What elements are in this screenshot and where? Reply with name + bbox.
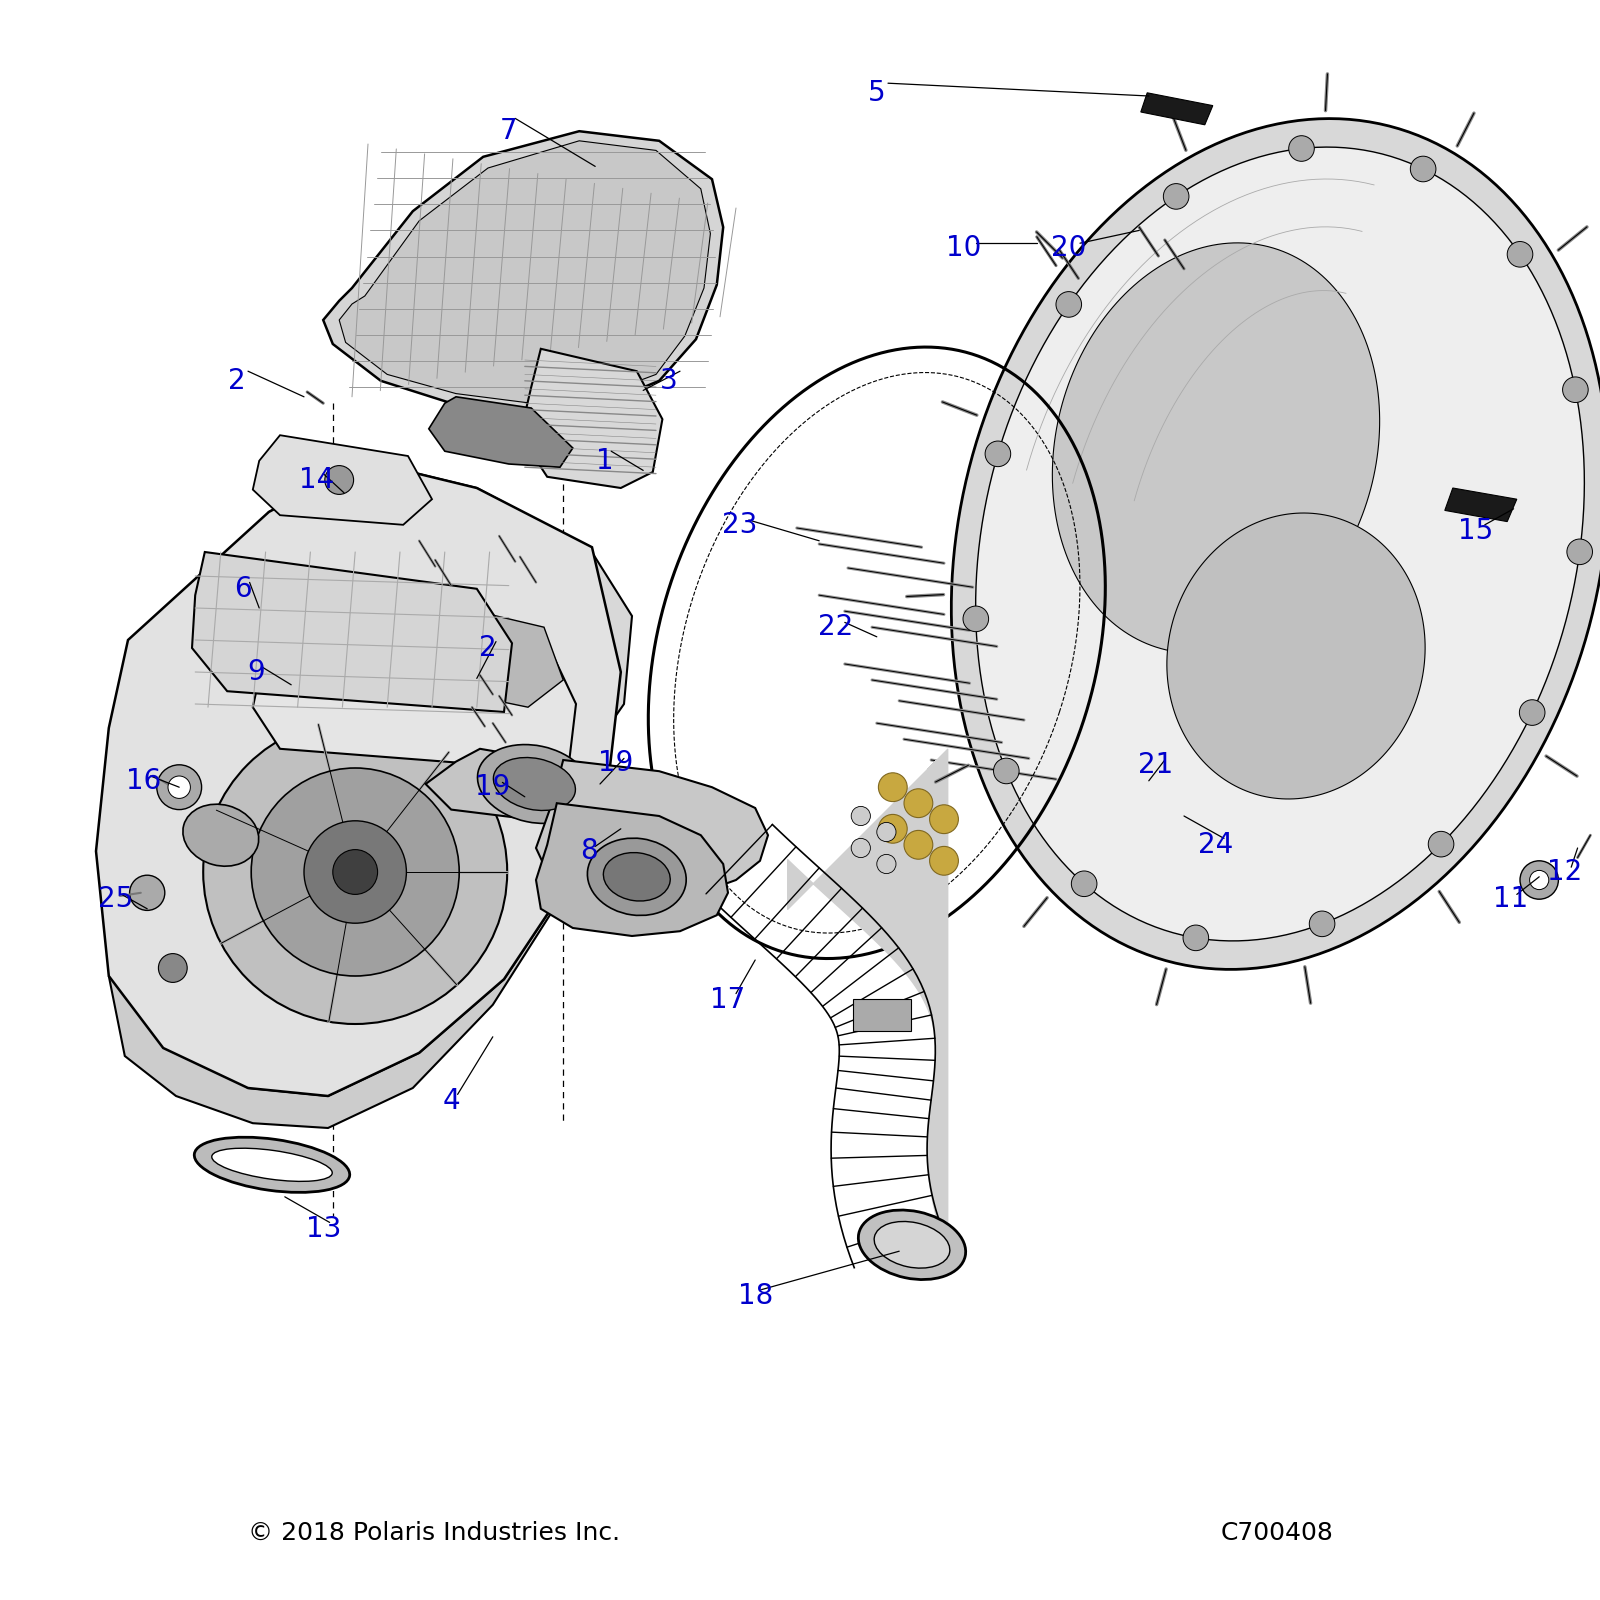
- Ellipse shape: [211, 1149, 333, 1181]
- Polygon shape: [205, 461, 632, 803]
- Circle shape: [904, 830, 933, 859]
- Polygon shape: [1053, 243, 1379, 653]
- Text: 14: 14: [299, 466, 334, 494]
- Circle shape: [878, 814, 907, 843]
- Text: 2: 2: [227, 366, 246, 395]
- Polygon shape: [323, 131, 723, 413]
- Circle shape: [1163, 184, 1189, 210]
- Circle shape: [930, 846, 958, 875]
- Text: 7: 7: [499, 117, 518, 146]
- Circle shape: [878, 773, 907, 802]
- Polygon shape: [408, 600, 563, 707]
- Circle shape: [986, 442, 1011, 467]
- Circle shape: [851, 806, 870, 826]
- Text: 8: 8: [579, 837, 598, 866]
- Text: 12: 12: [1547, 858, 1582, 886]
- Circle shape: [1288, 136, 1314, 162]
- Polygon shape: [253, 605, 576, 771]
- Ellipse shape: [603, 853, 670, 901]
- Text: 20: 20: [1051, 234, 1086, 262]
- Polygon shape: [520, 349, 662, 488]
- Bar: [853, 998, 910, 1030]
- Circle shape: [851, 838, 870, 858]
- Polygon shape: [192, 552, 512, 712]
- Text: © 2018 Polaris Industries Inc.: © 2018 Polaris Industries Inc.: [248, 1520, 621, 1546]
- Text: 2: 2: [478, 634, 498, 662]
- Circle shape: [168, 776, 190, 798]
- Polygon shape: [429, 397, 573, 467]
- Text: 25: 25: [98, 885, 133, 914]
- Circle shape: [1182, 925, 1208, 950]
- Polygon shape: [976, 147, 1584, 941]
- Text: 6: 6: [234, 574, 253, 603]
- Text: 17: 17: [710, 986, 746, 1014]
- Circle shape: [1429, 832, 1454, 858]
- Circle shape: [1507, 242, 1533, 267]
- Ellipse shape: [477, 744, 592, 824]
- Ellipse shape: [858, 1210, 966, 1280]
- Circle shape: [877, 854, 896, 874]
- Circle shape: [158, 954, 187, 982]
- Text: 19: 19: [598, 749, 634, 778]
- Ellipse shape: [493, 757, 576, 811]
- Circle shape: [1056, 291, 1082, 317]
- Text: 15: 15: [1458, 517, 1493, 546]
- Text: 18: 18: [738, 1282, 773, 1310]
- Ellipse shape: [874, 1221, 950, 1269]
- Circle shape: [157, 765, 202, 810]
- Text: 1: 1: [595, 446, 614, 475]
- Text: C700408: C700408: [1221, 1520, 1333, 1546]
- Text: 21: 21: [1138, 750, 1173, 779]
- Text: 23: 23: [722, 510, 757, 539]
- Polygon shape: [536, 760, 768, 896]
- Text: 13: 13: [306, 1214, 341, 1243]
- Text: 5: 5: [867, 78, 886, 107]
- Polygon shape: [96, 461, 621, 1096]
- Polygon shape: [1445, 488, 1517, 522]
- Circle shape: [130, 875, 165, 910]
- Polygon shape: [426, 749, 621, 824]
- Polygon shape: [253, 435, 432, 525]
- Circle shape: [877, 822, 896, 842]
- Circle shape: [963, 606, 989, 632]
- Text: 10: 10: [946, 234, 981, 262]
- Polygon shape: [536, 803, 728, 936]
- Text: 3: 3: [659, 366, 678, 395]
- Circle shape: [1520, 861, 1558, 899]
- Circle shape: [994, 758, 1019, 784]
- Circle shape: [1309, 910, 1334, 936]
- Circle shape: [1520, 699, 1546, 725]
- Ellipse shape: [182, 805, 259, 866]
- Text: 9: 9: [246, 658, 266, 686]
- Text: 11: 11: [1493, 885, 1528, 914]
- Circle shape: [904, 789, 933, 818]
- Polygon shape: [339, 141, 710, 403]
- Text: 24: 24: [1198, 830, 1234, 859]
- Polygon shape: [1166, 514, 1426, 798]
- Circle shape: [1566, 539, 1592, 565]
- Circle shape: [325, 466, 354, 494]
- Polygon shape: [1141, 93, 1213, 125]
- Ellipse shape: [194, 1138, 350, 1192]
- Circle shape: [1410, 157, 1435, 182]
- Circle shape: [1563, 378, 1589, 403]
- Circle shape: [1072, 870, 1098, 896]
- Text: 16: 16: [126, 766, 162, 795]
- Polygon shape: [952, 118, 1600, 970]
- Ellipse shape: [587, 838, 686, 915]
- Polygon shape: [109, 851, 589, 1128]
- Text: 22: 22: [818, 613, 853, 642]
- Circle shape: [203, 720, 507, 1024]
- Text: 19: 19: [475, 773, 510, 802]
- Circle shape: [251, 768, 459, 976]
- Text: 4: 4: [442, 1086, 461, 1115]
- Circle shape: [333, 850, 378, 894]
- Circle shape: [304, 821, 406, 923]
- Circle shape: [930, 805, 958, 834]
- Circle shape: [1530, 870, 1549, 890]
